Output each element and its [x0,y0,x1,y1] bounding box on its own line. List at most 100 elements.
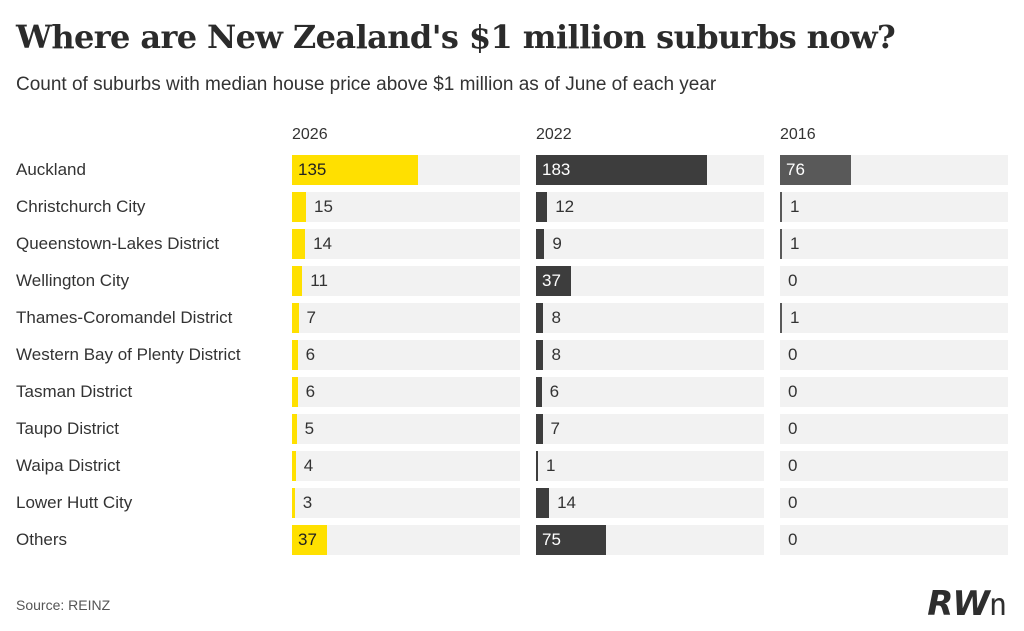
bar [292,303,299,333]
data-label: 12 [555,197,575,216]
bar [536,377,542,407]
bar-track: 37 [536,266,764,296]
chart-title: Where are New Zealand's $1 million subur… [16,18,896,56]
bar-track: 0 [780,451,1008,481]
row-label: Others [16,530,68,549]
bar-track: 0 [780,377,1008,407]
column-header-2026: 2026 [292,126,328,143]
data-label: 0 [788,493,798,512]
bar-track: 76 [780,155,1008,185]
data-label: 37 [542,271,561,290]
bar-track: 7 [292,303,520,333]
data-label: 4 [303,456,314,475]
row-label: Wellington City [16,271,130,290]
data-label: 76 [786,160,805,179]
source-note: Source: REINZ [16,597,111,613]
bar-track: 6 [292,377,520,407]
data-label: 3 [302,493,313,512]
bar [292,525,327,555]
data-label: 8 [551,308,561,327]
bar [292,155,419,185]
data-label: 9 [552,234,562,253]
bar [292,451,296,481]
bar-track: 0 [780,266,1008,296]
bar-track: 1 [780,303,1008,333]
bar-track: 6 [292,340,520,370]
data-label: 5 [304,419,315,438]
bar-track: 1 [536,451,764,481]
row-label: Thames-Coromandel District [16,308,233,327]
bar [292,340,298,370]
column-header-2016: 2016 [780,126,816,143]
bar [292,229,306,259]
data-label: 8 [551,345,561,364]
data-label: 183 [542,160,571,179]
bar [536,229,545,259]
data-label: 0 [788,382,798,401]
bar-track: 8 [536,340,764,370]
bar [536,192,548,222]
bar [780,155,852,185]
bar-track: 0 [780,488,1008,518]
bar [780,229,782,259]
bar-track: 4 [292,451,520,481]
row-label: Auckland [16,160,86,179]
bar [536,340,544,370]
data-label: 7 [306,308,316,327]
bar [292,266,303,296]
bar-track: 37 [292,525,520,555]
bar-track: 11 [292,266,520,296]
bar [292,377,298,407]
chart-subtitle: Count of suburbs with median house price… [16,74,717,95]
row-label: Lower Hutt City [16,493,133,512]
bar-track: 0 [780,525,1008,555]
rwn-logo: RWn [927,584,1007,624]
bar [536,266,571,296]
data-label: 7 [550,419,560,438]
data-label: 1 [546,456,556,475]
data-label: 37 [298,530,317,549]
bar [536,525,607,555]
bar-track: 183 [536,155,764,185]
bar-track: 12 [536,192,764,222]
data-label: 6 [305,345,316,364]
row-label: Christchurch City [16,197,146,216]
bar-track: 14 [292,229,520,259]
bar [780,192,782,222]
bar [536,303,544,333]
bar-track: 0 [780,340,1008,370]
data-label: 75 [542,530,561,549]
bar-track: 1 [780,229,1008,259]
bar [536,451,538,481]
data-label: 0 [788,419,798,438]
bar-track: 0 [780,414,1008,444]
data-label: 1 [790,234,800,253]
row-label: Tasman District [16,382,133,401]
bar-track: 9 [536,229,764,259]
bar-track: 6 [536,377,764,407]
bar-track: 135 [292,155,520,185]
data-label: 0 [788,345,798,364]
bar-track: 3 [292,488,520,518]
bar-track: 75 [536,525,764,555]
bar [292,414,297,444]
data-label: 11 [310,271,328,290]
bar [780,303,782,333]
bar [536,155,707,185]
row-label: Taupo District [16,419,119,438]
data-label: 0 [788,530,798,549]
row-label: Waipa District [16,456,121,475]
bar-track: 5 [292,414,520,444]
data-label: 14 [313,234,332,253]
data-label: 0 [788,271,798,290]
data-label: 1 [790,197,800,216]
bar-track: 14 [536,488,764,518]
bar [292,192,307,222]
row-label: Queenstown-Lakes District [16,234,220,253]
data-label: 6 [549,382,560,401]
bar-track: 8 [536,303,764,333]
data-label: 6 [305,382,316,401]
bar [536,488,550,518]
data-label: 14 [557,493,576,512]
data-label: 15 [314,197,333,216]
